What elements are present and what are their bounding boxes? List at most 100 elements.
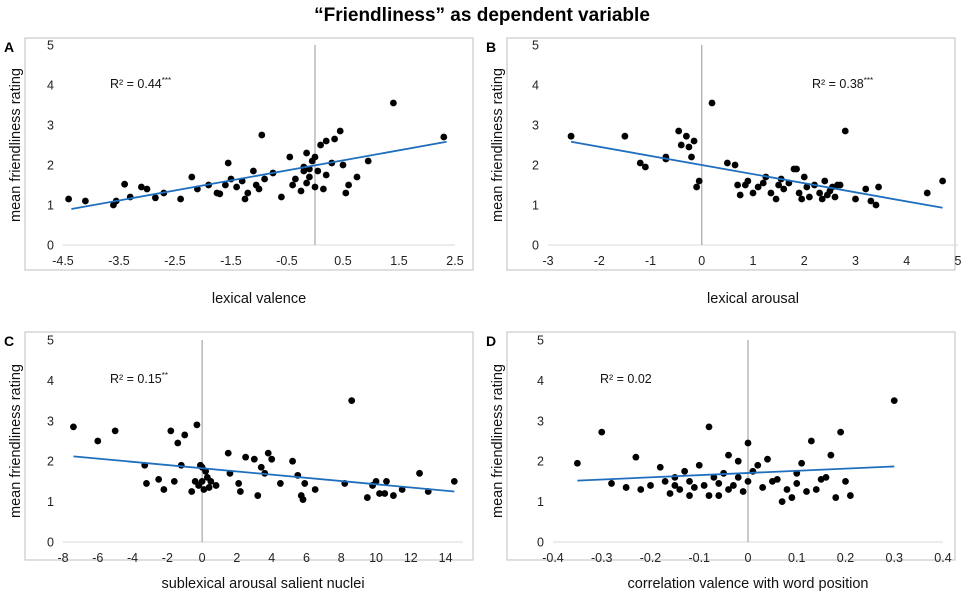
data-point (734, 457, 742, 465)
data-point (573, 459, 581, 467)
y-tick-label: 5 (537, 334, 544, 348)
data-point (744, 177, 752, 185)
data-point (793, 165, 800, 173)
y-tick-label: 3 (47, 414, 54, 428)
data-point (363, 494, 371, 501)
data-point (700, 482, 708, 489)
data-point (177, 195, 185, 203)
figure-title: “Friendliness” as dependent variable (314, 5, 650, 26)
y-tick-label: 4 (47, 79, 54, 93)
data-point (82, 197, 89, 205)
data-point (693, 183, 701, 191)
x-tick-label: -1.5 (220, 254, 242, 268)
data-point (778, 498, 786, 505)
data-point (818, 195, 826, 203)
data-point (715, 480, 723, 487)
x-tick-label: 3 (852, 254, 859, 268)
data-point (224, 159, 232, 167)
data-point (299, 496, 307, 503)
x-tick-label: 1.5 (390, 254, 407, 268)
data-point (734, 473, 742, 481)
data-point (241, 195, 249, 203)
data-point (754, 183, 762, 191)
data-point (250, 167, 257, 175)
y-tick-label: 0 (47, 536, 54, 550)
x-tick-label: -4.5 (52, 254, 74, 268)
data-point (923, 189, 931, 197)
data-point (788, 494, 796, 501)
data-point (390, 99, 397, 107)
significance-stars: *** (864, 76, 873, 85)
data-point (821, 177, 829, 185)
r-squared-label: R² = 0.02 (600, 372, 652, 386)
y-axis-label: mean friendliness rating (8, 68, 24, 222)
x-tick-label: -2.5 (164, 254, 186, 268)
data-point (827, 451, 835, 459)
x-tick-label: 1 (750, 254, 757, 268)
x-tick-label: -0.2 (640, 551, 662, 565)
data-point (800, 173, 808, 181)
x-tick-label: -6 (92, 551, 103, 565)
y-tick-label: 5 (47, 39, 54, 53)
data-point (155, 475, 163, 483)
data-point (622, 484, 630, 491)
panel-letter: C (4, 333, 14, 349)
x-tick-label: 0 (698, 254, 705, 268)
data-point (681, 467, 689, 475)
data-point (212, 482, 220, 489)
data-point (331, 135, 338, 143)
data-point (236, 488, 244, 495)
data-point (729, 482, 737, 489)
data-point (841, 127, 849, 135)
data-point (846, 492, 854, 499)
data-point (686, 478, 693, 485)
data-point (376, 490, 383, 497)
data-point (278, 193, 285, 201)
x-tick-label: -1 (645, 254, 656, 268)
data-point (258, 131, 266, 139)
data-point (235, 480, 243, 487)
data-point (671, 482, 679, 489)
data-point (567, 132, 575, 140)
x-tick-label: -2 (594, 254, 605, 268)
data-point (306, 173, 313, 181)
data-point (803, 488, 810, 495)
significance-stars: ** (162, 371, 168, 380)
data-point (257, 463, 265, 471)
data-point (767, 189, 775, 197)
data-point (832, 494, 840, 501)
data-point (268, 455, 276, 463)
data-point (890, 397, 898, 404)
y-tick-label: 3 (537, 414, 544, 428)
data-point (822, 473, 830, 481)
data-point (647, 482, 654, 489)
data-point (222, 181, 229, 189)
x-tick-label: 0.1 (788, 551, 805, 565)
data-point (216, 190, 224, 198)
data-point (450, 478, 458, 485)
data-point (111, 427, 119, 435)
data-point (666, 490, 674, 497)
data-point (440, 133, 448, 141)
x-tick-label: -4 (127, 551, 138, 565)
data-point (303, 149, 310, 157)
y-tick-label: 0 (532, 239, 539, 253)
x-tick-label: -0.1 (688, 551, 710, 565)
data-point (390, 492, 397, 499)
x-tick-label: 6 (303, 551, 310, 565)
x-tick-label: -3.5 (108, 254, 130, 268)
data-point (725, 451, 732, 459)
y-tick-label: 4 (47, 374, 54, 388)
data-point (803, 183, 811, 191)
data-point (292, 175, 299, 183)
x-tick-label: 0.4 (934, 551, 951, 565)
data-point (174, 439, 182, 447)
data-point (301, 480, 309, 487)
data-point (715, 492, 723, 499)
data-point (348, 397, 356, 404)
data-point (193, 421, 201, 429)
data-point (244, 189, 252, 197)
panel-frame (24, 37, 474, 271)
data-point (812, 486, 820, 493)
data-point (398, 486, 406, 493)
